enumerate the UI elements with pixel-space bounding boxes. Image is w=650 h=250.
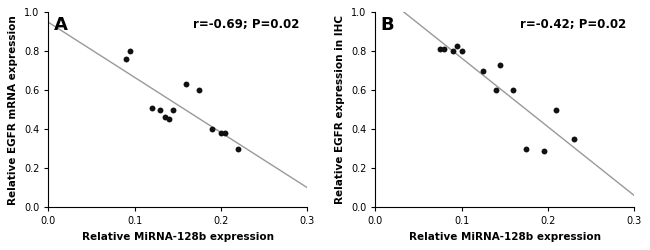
Point [233,147,243,151]
Point [478,69,488,73]
Point [220,131,230,135]
Text: A: A [53,16,68,34]
Point [491,88,501,92]
Text: r=-0.42; P=0.02: r=-0.42; P=0.02 [520,18,627,31]
Point [538,148,549,152]
Point [452,44,463,48]
X-axis label: Relative MiRNA-128b expression: Relative MiRNA-128b expression [409,232,601,242]
Y-axis label: Relative EGFR expression in IHC: Relative EGFR expression in IHC [335,15,345,204]
Point [155,108,166,112]
Point [508,88,519,92]
Point [146,106,157,110]
Point [495,63,506,67]
Point [159,116,170,119]
Point [125,49,135,53]
Point [164,118,174,122]
Point [168,108,179,112]
Point [216,131,226,135]
Point [207,127,217,131]
Point [439,47,450,51]
Point [194,88,204,92]
Point [121,57,131,61]
Point [181,82,192,86]
Point [569,137,579,141]
Y-axis label: Relative EGFR mRNA expression: Relative EGFR mRNA expression [8,15,18,204]
Point [551,108,562,112]
X-axis label: Relative MiRNA-128b expression: Relative MiRNA-128b expression [82,232,274,242]
Point [435,47,445,51]
Text: B: B [380,16,394,34]
Point [448,49,458,53]
Point [521,147,532,151]
Point [456,49,467,53]
Text: r=-0.69; P=0.02: r=-0.69; P=0.02 [193,18,299,31]
